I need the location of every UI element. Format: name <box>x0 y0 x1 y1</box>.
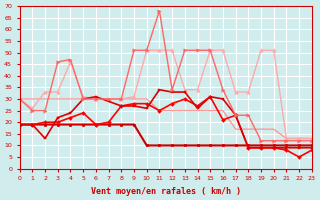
X-axis label: Vent moyen/en rafales ( km/h ): Vent moyen/en rafales ( km/h ) <box>91 187 241 196</box>
